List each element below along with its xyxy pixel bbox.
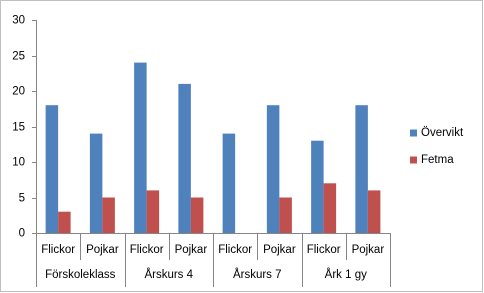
legend-label: Fetma bbox=[421, 154, 454, 166]
bar bbox=[279, 197, 292, 233]
group-label: Årskurs 7 bbox=[233, 268, 282, 281]
x-tick-label: Flickor bbox=[218, 244, 252, 256]
group-label: Årk 1 gy bbox=[325, 268, 367, 281]
bar bbox=[266, 105, 280, 233]
legend-label: Övervikt bbox=[421, 127, 464, 139]
bar bbox=[45, 105, 59, 233]
y-tick-label: 0 bbox=[19, 228, 25, 240]
y-tick-label: 5 bbox=[19, 193, 25, 205]
bar bbox=[58, 211, 71, 233]
bar bbox=[102, 197, 115, 233]
y-tick-label: 10 bbox=[12, 157, 25, 169]
x-tick-label: Pojkar bbox=[263, 244, 296, 256]
y-tick-label: 30 bbox=[12, 15, 25, 27]
x-tick-label: Flickor bbox=[130, 244, 164, 256]
bar bbox=[323, 183, 337, 233]
legend-swatch bbox=[410, 129, 417, 137]
bar bbox=[355, 105, 368, 233]
bar bbox=[146, 190, 160, 233]
bar bbox=[367, 190, 381, 233]
y-tick-label: 25 bbox=[12, 51, 25, 63]
y-tick-label: 20 bbox=[12, 86, 25, 98]
x-tick-label: Flickor bbox=[41, 244, 75, 256]
bar bbox=[311, 140, 324, 233]
bar bbox=[89, 133, 103, 233]
x-tick-label: Pojkar bbox=[175, 244, 208, 256]
bar bbox=[190, 197, 204, 233]
y-tick-label: 15 bbox=[12, 122, 25, 134]
x-tick-label: Pojkar bbox=[86, 244, 119, 256]
bar bbox=[134, 62, 147, 233]
x-tick-label: Pojkar bbox=[352, 244, 385, 256]
group-label: Årskurs 4 bbox=[144, 268, 193, 281]
bar bbox=[222, 133, 236, 233]
bar bbox=[178, 83, 191, 234]
group-label: Förskoleklass bbox=[45, 269, 116, 281]
legend-swatch bbox=[410, 156, 417, 164]
x-tick-label: Flickor bbox=[307, 244, 341, 256]
